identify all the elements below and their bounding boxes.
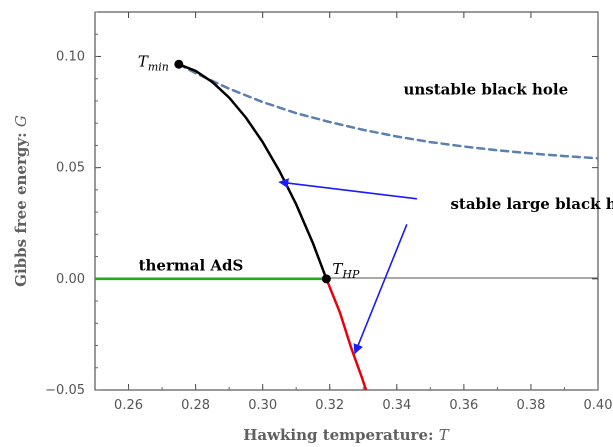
- series-line-large-below-hp: [325, 277, 368, 390]
- axis-ticks: 0.26 0.28 0.30 0.32 0.34 0.36 0.38 0.40 −0.05 0.0…: [45, 11, 613, 413]
- series-line-stable-large: [177, 63, 328, 281]
- y-axis-title: Gibbs free energy: G: [12, 115, 30, 287]
- series-group: [95, 63, 598, 390]
- y-tick-label: 0.00: [56, 272, 85, 287]
- unstable-label: unstable black hole: [404, 80, 569, 98]
- stable-label: stable large black hole: [450, 195, 613, 213]
- ads-label: thermal AdS: [139, 256, 244, 274]
- y-tick-label: 0.10: [56, 49, 85, 64]
- arrow-stable: [278, 178, 418, 200]
- x-tick-label: 0.32: [315, 398, 344, 413]
- x-tick-label: 0.30: [248, 398, 277, 413]
- marker-label-tmin: Tmin: [138, 52, 169, 73]
- x-tick-label: 0.38: [516, 398, 545, 413]
- x-tick-label: 0.28: [181, 398, 210, 413]
- marker-thp: [321, 274, 331, 284]
- annotation-arrows: [278, 178, 418, 355]
- point-markers: Tmin THP: [138, 52, 360, 284]
- marker-label-thp: THP: [332, 260, 360, 281]
- x-axis-title: Hawking temperature: T: [243, 426, 450, 444]
- x-tick-label: 0.34: [382, 398, 411, 413]
- x-tick-label: 0.36: [449, 398, 478, 413]
- x-tick-label: 0.40: [584, 398, 613, 413]
- plot-frame: [94, 11, 599, 391]
- x-tick-label: 0.26: [114, 398, 143, 413]
- marker-tmin: [174, 59, 184, 69]
- series-line-unstable: [177, 63, 598, 160]
- arrow-red: [353, 224, 408, 355]
- y-tick-label: −0.05: [45, 383, 85, 398]
- y-tick-label: 0.05: [56, 161, 85, 176]
- annotation-labels: unstable black hole stable large black ho…: [139, 80, 613, 274]
